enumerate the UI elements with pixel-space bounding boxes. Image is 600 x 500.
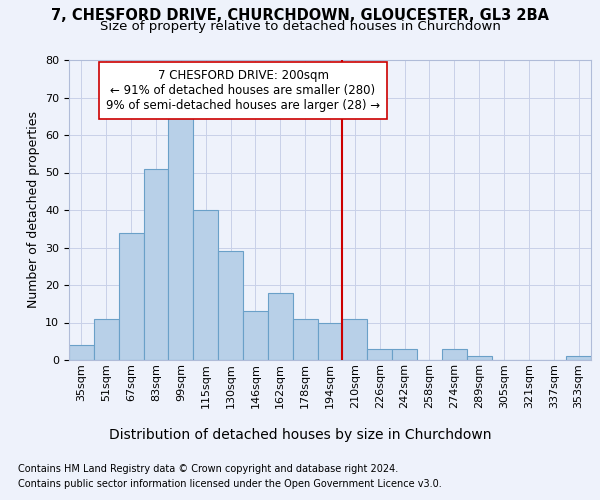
Text: Contains HM Land Registry data © Crown copyright and database right 2024.: Contains HM Land Registry data © Crown c… [18,464,398,474]
Bar [94,319,119,360]
Bar [169,112,193,360]
Bar [218,251,243,360]
Bar [243,311,268,360]
Bar [392,349,417,360]
Bar [367,349,392,360]
Bar [119,232,143,360]
Text: Distribution of detached houses by size in Churchdown: Distribution of detached houses by size … [109,428,491,442]
Text: Contains public sector information licensed under the Open Government Licence v3: Contains public sector information licen… [18,479,442,489]
Y-axis label: Number of detached properties: Number of detached properties [26,112,40,308]
Bar [69,345,94,360]
Bar [566,356,591,360]
Bar [193,210,218,360]
Text: 7 CHESFORD DRIVE: 200sqm
← 91% of detached houses are smaller (280)
9% of semi-d: 7 CHESFORD DRIVE: 200sqm ← 91% of detach… [106,70,380,112]
Bar [442,349,467,360]
Text: 7, CHESFORD DRIVE, CHURCHDOWN, GLOUCESTER, GL3 2BA: 7, CHESFORD DRIVE, CHURCHDOWN, GLOUCESTE… [51,8,549,22]
Bar [317,322,343,360]
Bar [467,356,491,360]
Bar [268,292,293,360]
Text: Size of property relative to detached houses in Churchdown: Size of property relative to detached ho… [100,20,500,33]
Bar [143,169,169,360]
Bar [343,319,367,360]
Bar [293,319,317,360]
